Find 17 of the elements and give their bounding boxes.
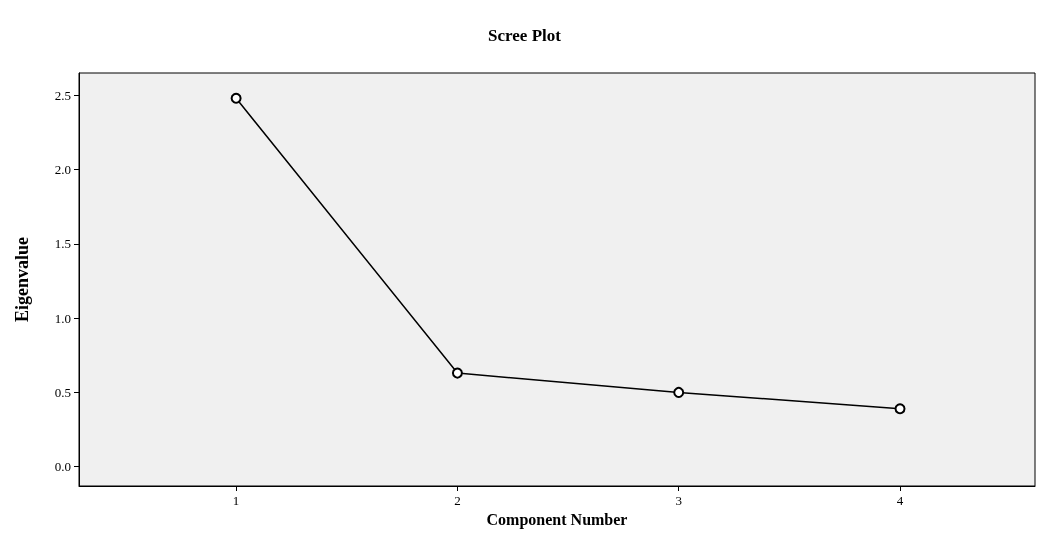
x-axis-title: Component Number [486, 511, 628, 530]
y-tick-label: 2.5 [54, 87, 71, 103]
y-tick-label: 2.0 [54, 162, 71, 178]
x-tick-label: 2 [454, 493, 461, 508]
y-tick-label: 1.5 [54, 236, 71, 252]
x-tick-label: 1 [232, 493, 240, 508]
chart-title: Scree Plot [488, 26, 562, 45]
x-tick-label: 3 [675, 493, 682, 508]
y-tick-label: 1.0 [54, 310, 71, 326]
x-tick-label: 4 [896, 493, 904, 508]
point [451, 367, 463, 379]
y-tick-label: 0.0 [54, 459, 71, 475]
point [673, 386, 685, 398]
point [894, 403, 906, 415]
y-axis-title: Eigenvalue [12, 236, 32, 323]
y-tick-label: 0.5 [54, 384, 71, 400]
point [230, 92, 242, 104]
